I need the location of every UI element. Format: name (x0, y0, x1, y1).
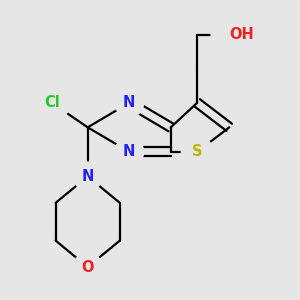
Text: OH: OH (229, 27, 254, 42)
Circle shape (115, 137, 144, 166)
Circle shape (74, 253, 102, 281)
Text: N: N (123, 144, 135, 159)
Circle shape (74, 162, 102, 191)
Text: N: N (82, 169, 94, 184)
Circle shape (181, 136, 213, 168)
Circle shape (34, 85, 70, 121)
Text: N: N (123, 95, 135, 110)
Circle shape (211, 17, 248, 53)
Text: S: S (192, 144, 202, 159)
Text: Cl: Cl (44, 95, 60, 110)
Text: O: O (82, 260, 94, 274)
Circle shape (115, 88, 144, 117)
